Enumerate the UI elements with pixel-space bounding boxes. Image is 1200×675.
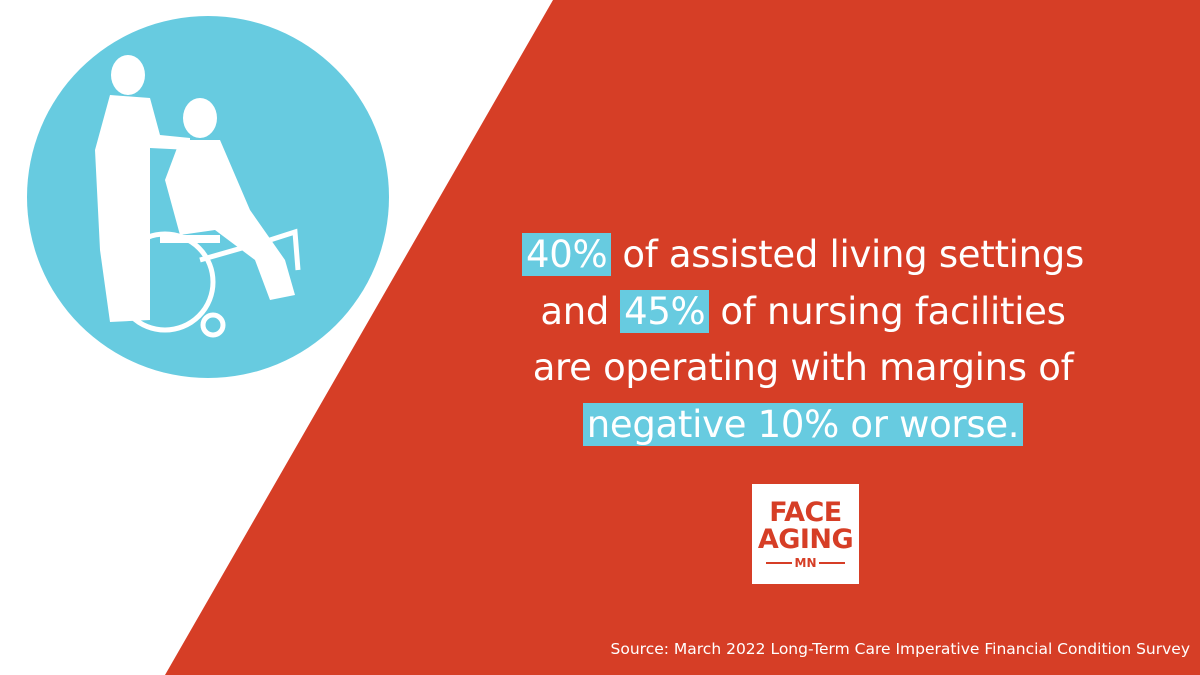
- text: of nursing facilities: [720, 290, 1066, 333]
- statement-line: and 45% of nursing facilities: [450, 288, 1156, 336]
- text: and: [540, 290, 610, 333]
- statement-line: are operating with margins of: [450, 344, 1156, 392]
- highlight: negative 10% or worse.: [582, 403, 1024, 446]
- wheelchair: [114, 228, 301, 338]
- text: of assisted living settings: [622, 233, 1084, 276]
- red-panel: [165, 0, 1200, 675]
- logo: FACE AGING MN: [752, 484, 859, 584]
- statement-line: 40% of assisted living settings: [450, 231, 1156, 279]
- text: are operating with margins of: [532, 346, 1074, 389]
- highlight: 45%: [620, 290, 710, 333]
- logo-rule: [766, 562, 792, 564]
- logo-text: MN: [794, 556, 817, 570]
- logo-text: FACE: [769, 497, 842, 528]
- logo-text: AGING: [757, 524, 854, 555]
- logo-rule: [819, 562, 845, 564]
- source: Source: March 2022 Long-Term Care Impera…: [610, 640, 1190, 658]
- statement-line: negative 10% or worse.: [450, 401, 1156, 449]
- highlight: 40%: [522, 233, 612, 276]
